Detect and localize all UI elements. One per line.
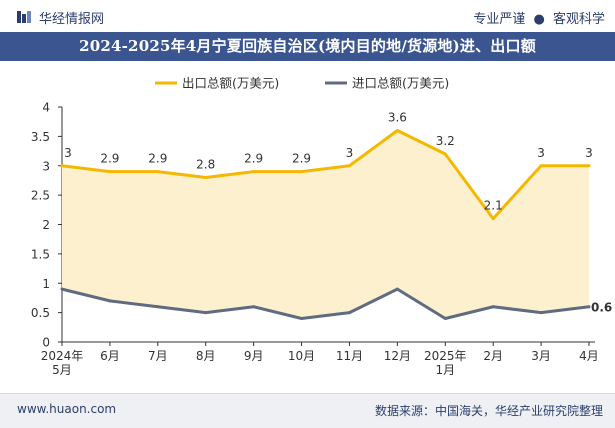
legend-export-label: 出口总额(万美元) [182,76,279,91]
export-point [347,164,351,168]
import-point [60,287,64,291]
y-tick-label: 2.5 [31,189,50,203]
export-data-label: 2.9 [244,152,263,166]
y-tick-label: 4 [42,101,50,115]
import-point [108,299,112,303]
export-data-label: 3.6 [388,111,407,125]
tagline: 专业严谨 ● 客观科学 [473,8,605,27]
tagline-right: 客观科学 [552,12,605,27]
chart-title: 2024-2025年4月宁夏回族自治区(境内目的地/货源地)进、出口额 [0,32,615,61]
x-tick-label: 6月 [100,349,120,363]
footer-source: 数据来源：中国海关，华经产业研究院整理 [374,404,603,418]
export-data-label: 2.8 [196,158,215,172]
x-tick-label: 2024年 [41,349,84,363]
import-point [395,287,399,291]
import-point [204,311,208,315]
export-data-label: 3.2 [436,134,455,148]
x-tick-label: 7月 [148,349,168,363]
y-tick-label: 1 [42,277,50,291]
top-bar: 华经情报网 专业严谨 ● 客观科学 [0,0,615,32]
tagline-separator: ● [533,12,545,27]
legend-import-label: 进口总额(万美元) [352,76,449,91]
chart-area: 出口总额(万美元) 进口总额(万美元) 0 0.5 1 1.5 2 2.5 3 3.5 4 3 2.9 2… [0,61,615,391]
brand-name: 华经情报网 [39,12,105,27]
import-point [587,305,591,309]
x-tick-label: 12月 [384,349,411,363]
y-tick-label: 3 [42,159,50,173]
export-data-label: 3 [537,146,545,160]
export-point [587,164,591,168]
y-tick-label: 0 [42,336,50,350]
export-point [252,170,256,174]
x-tick-label: 1月 [435,363,455,377]
area-between-series [62,130,589,319]
footer: www.huaon.com 数据来源：中国海关，华经产业研究院整理 [0,393,615,428]
y-tick-label: 2 [42,218,50,232]
export-point [156,170,160,174]
import-point [156,305,160,309]
x-tick-label: 2025年 [424,349,467,363]
export-data-label: 3 [585,146,593,160]
x-tick-label: 5月 [52,363,72,377]
x-tick-label: 8月 [196,349,216,363]
x-tick-label: 3月 [531,349,551,363]
export-data-label: 2.1 [484,199,503,213]
export-data-label: 3 [346,146,354,160]
logo-icon [17,11,31,23]
export-point [491,217,495,221]
y-tick-label: 0.5 [31,306,50,320]
import-point [300,317,304,320]
tagline-left: 专业严谨 [473,12,526,27]
export-data-label: 2.9 [148,152,167,166]
x-tick-label: 9月 [244,349,264,363]
x-tick-label: 10月 [288,349,315,363]
export-data-label: 2.9 [100,152,119,166]
import-data-label: 0.6 [591,300,612,314]
export-series-line [61,129,589,221]
chart-svg: 出口总额(万美元) 进口总额(万美元) 0 0.5 1 1.5 2 2.5 3 3.5 4 3 2.9 2… [31,76,612,378]
export-point [300,170,304,174]
x-tick-label: 11月 [336,349,363,363]
export-point [395,129,399,132]
export-point [204,176,208,179]
export-point [539,164,543,168]
x-tick-label: 2月 [483,349,503,363]
footer-website: www.huaon.com [17,402,117,416]
export-point [443,152,447,156]
export-data-label: 2.9 [292,152,311,166]
import-point [539,311,543,315]
import-point [347,311,351,315]
import-point [491,305,495,309]
x-tick-label: 4月 [579,349,599,363]
export-point [108,170,112,174]
y-tick-label: 3.5 [31,130,50,144]
export-point [60,164,64,168]
import-point [443,317,447,320]
import-series-line [61,287,590,320]
export-data-label: 3 [64,146,72,160]
y-tick-label: 1.5 [31,247,50,261]
import-point [252,305,256,309]
